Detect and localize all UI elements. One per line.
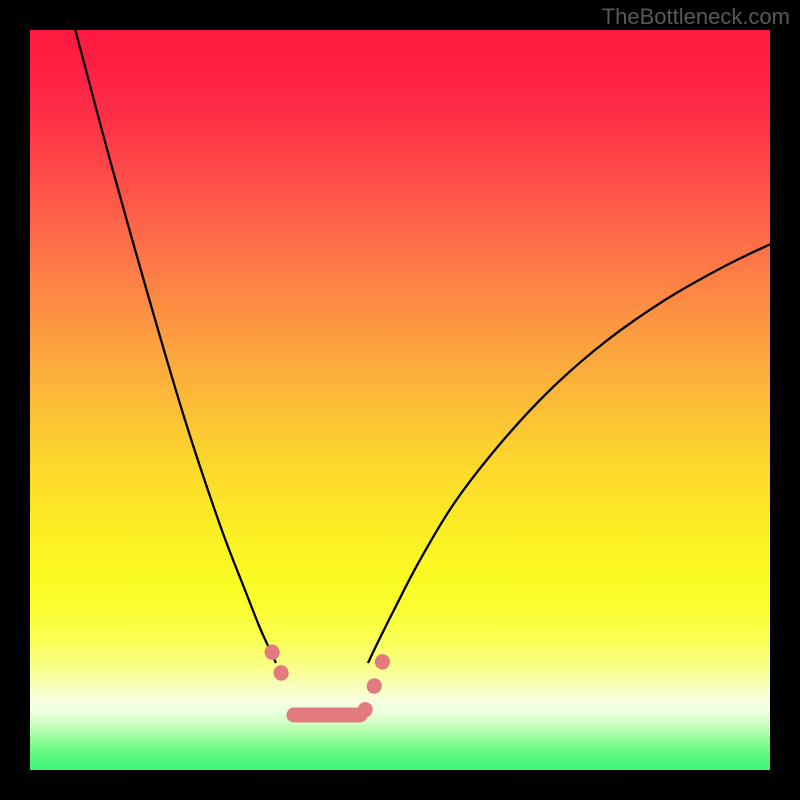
watermark-text: TheBottleneck.com — [602, 4, 790, 30]
gradient-background — [30, 30, 770, 770]
bottleneck-chart — [0, 0, 800, 800]
chart-frame — [0, 0, 800, 800]
